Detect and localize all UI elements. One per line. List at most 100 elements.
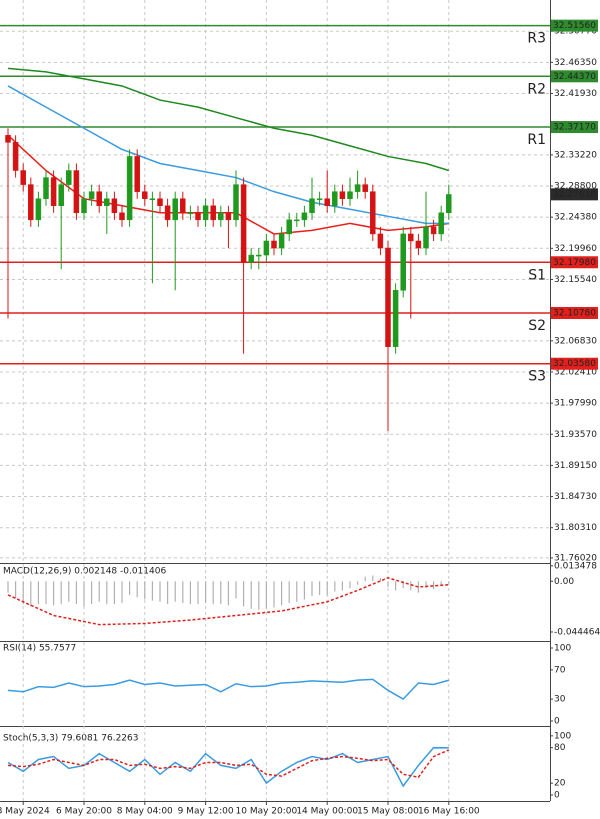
candle-body: [225, 212, 232, 221]
level-price-box: [551, 357, 598, 370]
y-tick-label: 32.41930: [554, 89, 597, 99]
level-price-label: 32.37170: [553, 123, 596, 133]
candle-body: [142, 191, 148, 199]
candle-body: [126, 156, 133, 221]
y-tick-label: 0: [554, 716, 560, 726]
candle-body: [278, 233, 285, 249]
stoch-title: Stoch(5,3,3) 79.6081 76.2263: [3, 734, 138, 744]
candle-body: [385, 247, 391, 347]
candle-body: [301, 212, 308, 221]
level-label: S2: [528, 318, 546, 334]
y-tick-label: 100: [554, 731, 571, 741]
rsi-title: RSI(14) 55.7577: [3, 644, 76, 654]
candle-body: [332, 191, 338, 207]
x-tick-label: 8 May 04:00: [117, 807, 173, 817]
y-tick-label: 32.33220: [554, 150, 597, 160]
x-tick-label: 14 May 00:00: [296, 807, 358, 817]
y-tick-label: 32.46350: [554, 58, 597, 68]
level-price-box: [551, 70, 598, 83]
y-tick-label: 32.19960: [554, 244, 597, 254]
candle-body: [309, 198, 315, 214]
indicator-line: [7, 749, 450, 779]
candle-body: [339, 191, 346, 199]
indicator-line: [7, 67, 450, 172]
candle-body: [111, 198, 118, 214]
y-tick-label: 70: [554, 665, 566, 675]
indicator-line: [7, 746, 449, 788]
candle-body: [240, 184, 247, 263]
y-tick-label: 31.84730: [554, 492, 597, 502]
candle-body: [316, 198, 323, 200]
indicator-line: [7, 577, 449, 626]
candle-body: [202, 205, 209, 221]
level-price-box: [551, 19, 598, 32]
candle-body: [446, 194, 452, 214]
y-tick-label: 32.50770: [554, 27, 597, 37]
candle-body: [210, 205, 216, 221]
candle-body: [347, 191, 353, 199]
y-tick-label: 100: [554, 643, 571, 653]
macd-title: MACD(12,26,9) 0.002148 -0.011406: [3, 567, 166, 577]
candle-body: [172, 198, 178, 221]
level-price-label: 32.51560: [553, 21, 596, 31]
level-label: R1: [527, 132, 546, 148]
x-tick-label: 9 May 12:00: [178, 807, 234, 817]
level-price-label: 32.44370: [553, 72, 596, 82]
candle-body: [286, 219, 292, 235]
candle-body: [157, 198, 163, 207]
candle-body: [233, 184, 239, 221]
last-price-box: [551, 188, 598, 201]
candle-body: [430, 226, 437, 235]
candle-body: [256, 254, 262, 257]
x-tick-label: 15 May 08:00: [357, 807, 419, 817]
y-tick-label: 32.06830: [554, 336, 597, 346]
candle-body: [20, 170, 26, 185]
x-tick-label: 10 May 20:00: [236, 807, 298, 817]
candle-body: [438, 212, 444, 235]
level-price-label: 32.17980: [553, 258, 596, 268]
candle-body: [81, 198, 87, 214]
candle-body: [5, 135, 11, 143]
level-label: R2: [527, 81, 546, 97]
level-price-label: 32.03580: [553, 359, 596, 369]
y-tick-label: 0.013478: [554, 561, 597, 571]
candle-body: [263, 240, 270, 256]
candle-body: [370, 191, 376, 235]
candle-body: [294, 219, 300, 222]
y-tick-label: 0: [554, 790, 560, 800]
candle-body: [400, 233, 406, 291]
candle-body: [43, 177, 49, 199]
candle-body: [218, 212, 224, 221]
y-tick-label: 80: [554, 743, 566, 753]
candle-body: [423, 226, 429, 249]
candle-body: [180, 198, 186, 214]
y-tick-label: 32.02410: [554, 367, 597, 377]
y-tick-label: 31.97990: [554, 399, 597, 409]
candle-body: [12, 142, 19, 171]
y-tick-label: 32.28800: [554, 182, 597, 192]
candle-body: [28, 184, 34, 221]
level-price-box: [551, 256, 598, 269]
y-tick-label: 31.89150: [554, 461, 597, 471]
candle-body: [271, 240, 277, 249]
y-tick-label: -0.044464: [554, 627, 600, 637]
candle-body: [392, 290, 399, 347]
indicator-line: [7, 678, 449, 701]
candle-body: [164, 205, 171, 221]
level-label: R3: [527, 31, 546, 47]
candle-body: [149, 198, 156, 200]
candle-body: [408, 233, 414, 242]
x-tick-label: 16 May 16:00: [418, 807, 480, 817]
candle-body: [134, 156, 140, 192]
candle-body: [195, 212, 201, 221]
y-tick-label: 31.80310: [554, 523, 597, 533]
candle-body: [354, 184, 361, 192]
candle-body: [187, 212, 194, 215]
last-price-label: 32.27618: [553, 190, 596, 200]
y-tick-label: 20: [554, 779, 566, 789]
x-tick-label: 3 May 2024: [0, 807, 50, 817]
candle-body: [119, 212, 125, 221]
candle-body: [73, 170, 80, 214]
